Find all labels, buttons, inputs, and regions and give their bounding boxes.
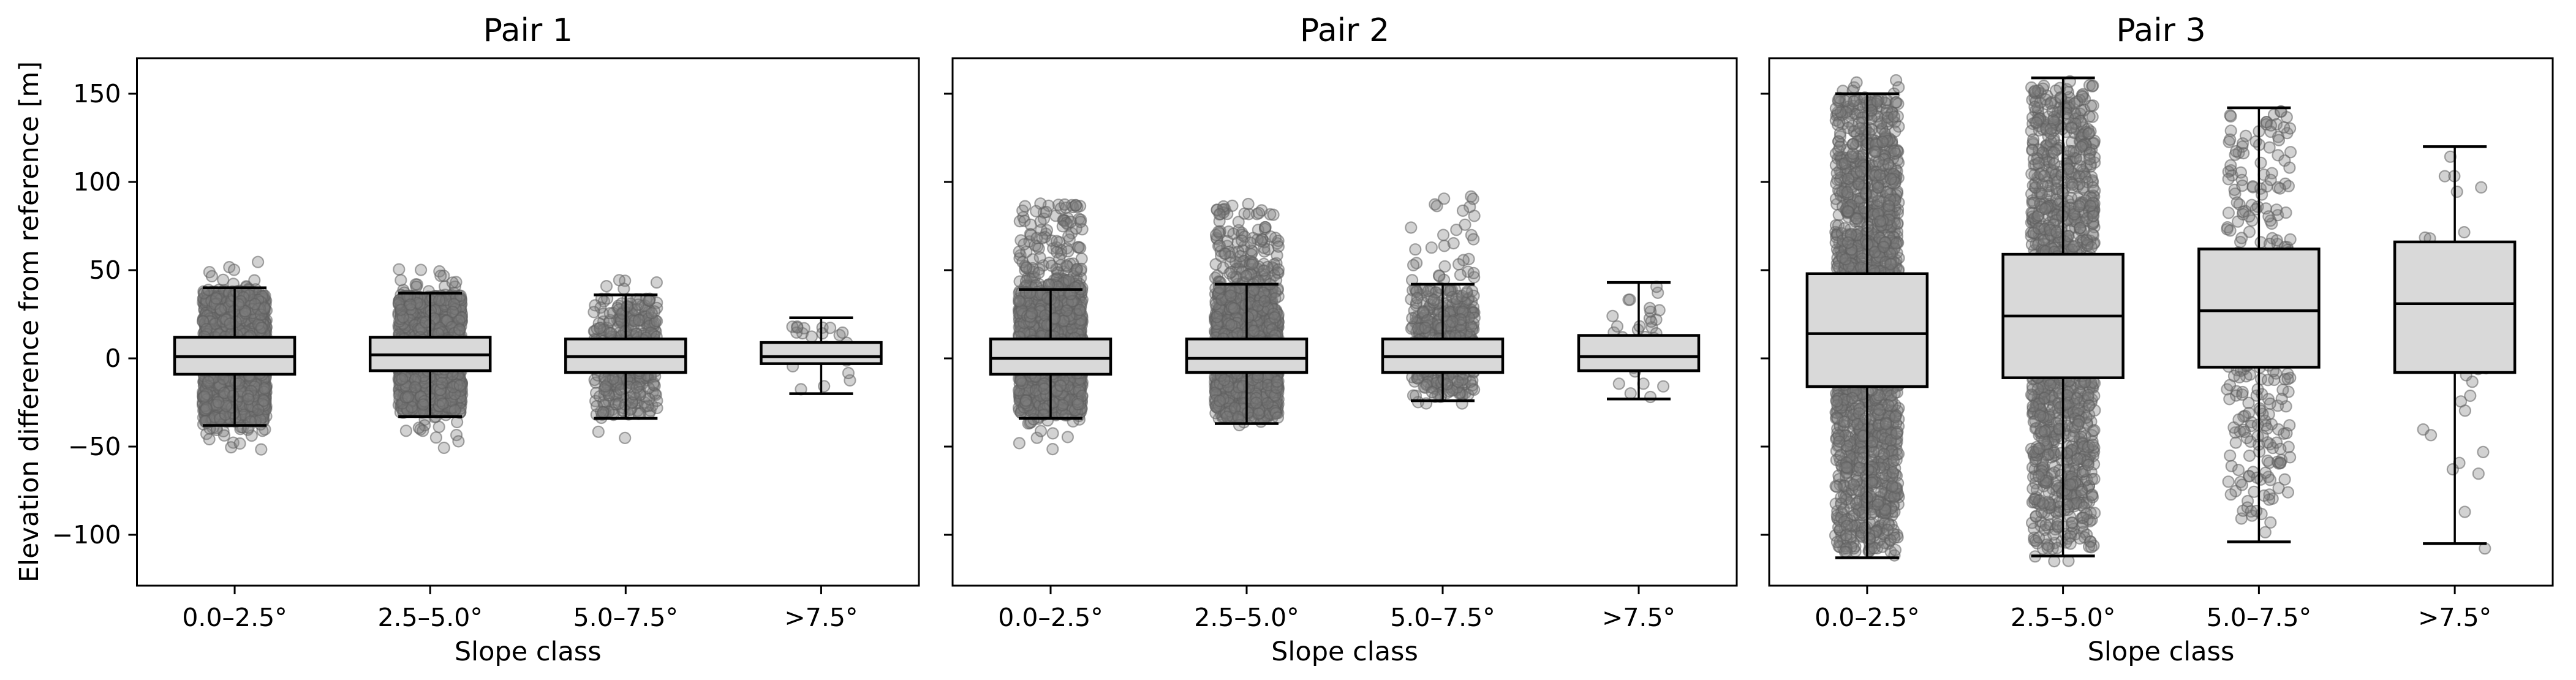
x-tick-label: 0.0–2.5° [182,603,287,632]
x-tick-label: >7.5° [1602,603,1675,632]
box-plot-pair2-class4 [1577,281,1701,401]
panel-pair-1: 150 100 50 0 −50 −100 0.0–2.5° 2.5–5.0° 5.0–7.5°… [52,12,920,667]
y-axis-label: Elevation difference from reference [m] [14,61,45,583]
x-axis-label: Slope class [2088,637,2235,667]
x-tick-label: 2.5–5.0° [2011,603,2115,632]
box-plot-pair2-class2 [1185,282,1309,425]
panel-pair-3: 0.0–2.5° 2.5–5.0° 5.0–7.5° >7.5° Slope class… [1761,12,2554,667]
box-plot-pair3-class4 [2393,145,2517,545]
y-tick-label: −100 [52,520,121,550]
x-tick-label: 5.0–7.5° [2207,603,2311,632]
box-plot-pair2-class1 [989,288,1112,420]
x-tick-label: >7.5° [2418,603,2491,632]
iqr-box [1577,334,1701,372]
box-plot-pair3-class3 [2197,106,2321,543]
x-tick-label: 5.0–7.5° [573,603,678,632]
box-plot-pair3-class2 [2001,76,2125,557]
y-tick-label: 0 [105,344,121,373]
x-tick-label: 0.0–2.5° [1815,603,1919,632]
box-plot-pair2-class3 [1381,282,1505,402]
x-tick-label: 2.5–5.0° [377,603,482,632]
iqr-box [1805,272,1929,388]
box-plot-pair3-class1 [1805,92,1929,559]
box-plot-pair1-class4 [760,316,883,395]
iqr-box [2393,240,2517,374]
iqr-box [989,338,1112,376]
box-plot-pair1-class1 [173,286,297,427]
x-axis-label: Slope class [455,637,602,667]
y-tick-label: 50 [89,255,121,285]
box-plot-pair1-class3 [564,293,687,420]
x-axis-label: Slope class [1271,637,1418,667]
iqr-box [760,341,883,365]
x-tick-label: 5.0–7.5° [1390,603,1495,632]
axes-frame [1768,57,2554,587]
y-tick-label: −50 [68,432,121,461]
iqr-box [2197,247,2321,369]
panel-title: Pair 3 [2116,12,2205,49]
panel-pair-2: 0.0–2.5° 2.5–5.0° 5.0–7.5° >7.5° Slope class… [944,12,1738,667]
y-tick-label: 100 [73,167,121,197]
x-tick-label: 0.0–2.5° [998,603,1103,632]
box-plot-pair1-class2 [368,292,492,418]
iqr-box [1185,338,1309,374]
axes-frame [951,57,1738,587]
y-tick-label: 150 [73,79,121,108]
x-tick-label: 2.5–5.0° [1194,603,1299,632]
axes-frame [136,57,920,587]
x-tick-label: >7.5° [784,603,858,632]
panel-title: Pair 2 [1300,12,1389,49]
panel-title: Pair 1 [483,12,573,49]
